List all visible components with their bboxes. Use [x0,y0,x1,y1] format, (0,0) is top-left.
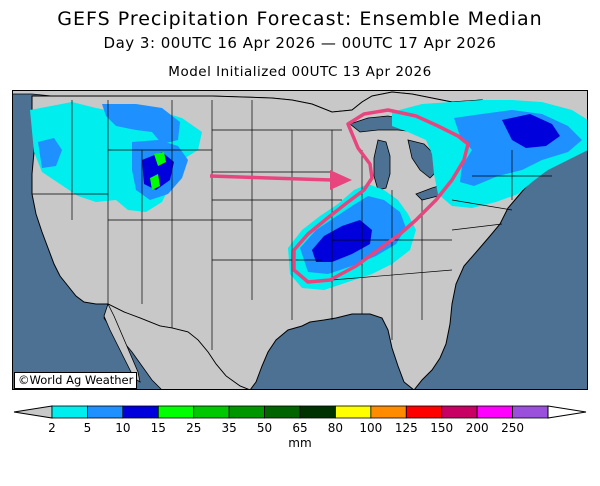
scale-tick-label: 65 [292,421,307,435]
precip-10-15mm [142,114,560,262]
color-scale-ticks: 2 5 10 15 25 35 50 65 80 100 125 150 200 250 [48,421,524,435]
scale-tick-label: 25 [186,421,201,435]
scale-tick-label: 200 [466,421,489,435]
scale-bin [335,405,372,419]
scale-tick-label: 250 [501,421,524,435]
color-scale: 2 5 10 15 25 35 50 65 80 100 125 150 200 250 [13,405,587,435]
scale-tick-label: 80 [328,421,343,435]
color-scale-bins [13,405,587,419]
scale-under-triangle [13,405,53,419]
scale-bin [299,405,336,419]
scale-bin [264,405,301,419]
precip-area-northwest-mid-c [38,138,62,168]
lake-michigan [373,139,391,191]
scale-bin [512,405,549,419]
scale-bin [370,405,407,419]
scale-tick-label: 5 [84,421,92,435]
precip-area-northwest-heavy [142,152,174,190]
scale-tick-label: 35 [222,421,237,435]
scale-bin [476,405,513,419]
scale-bin [193,405,230,419]
state-line [451,223,503,231]
model-init: Model Initialized 00UTC 13 Apr 2026 [168,64,432,80]
baja-land [103,302,141,383]
map-title: GEFS Precipitation Forecast: Ensemble Me… [57,8,543,30]
scale-bin [87,405,124,419]
scale-tick-label: 100 [359,421,382,435]
scale-bin [51,405,88,419]
precip-area-northwest-mid-a [102,104,180,144]
state-line [331,269,453,281]
scale-bin [157,405,195,419]
scale-bin [441,405,478,419]
state-line [451,199,513,211]
scale-bin [122,405,159,419]
valid-period: Day 3: 00UTC 16 Apr 2026 — 00UTC 17 Apr … [103,34,497,52]
scale-tick-label: 10 [115,421,130,435]
credit-label: ©World Ag Weather [14,372,138,389]
units-label: mm [288,436,312,450]
state-boundaries [32,100,552,350]
precip-area-wyoming-green-a [154,152,166,166]
precip-area-midwest-heavy [312,220,372,262]
precip-area-wyoming-green-b [150,174,160,190]
scale-tick-label: 2 [48,421,56,435]
highlight-outline [292,108,470,284]
scale-tick-label: 150 [430,421,453,435]
scale-bin [405,405,443,419]
highlight-arrow-head [330,170,352,190]
scale-over-triangle [547,405,587,419]
highlight-arrow-shaft [209,174,333,182]
precip-15-25mm [150,152,166,190]
precip-map [12,90,588,390]
scale-tick-label: 15 [151,421,166,435]
precip-area-northeast-heavy [502,114,560,148]
scale-tick-label: 50 [257,421,272,435]
scale-bin [228,405,265,419]
map-frame [12,90,588,390]
scale-tick-label: 125 [395,421,418,435]
